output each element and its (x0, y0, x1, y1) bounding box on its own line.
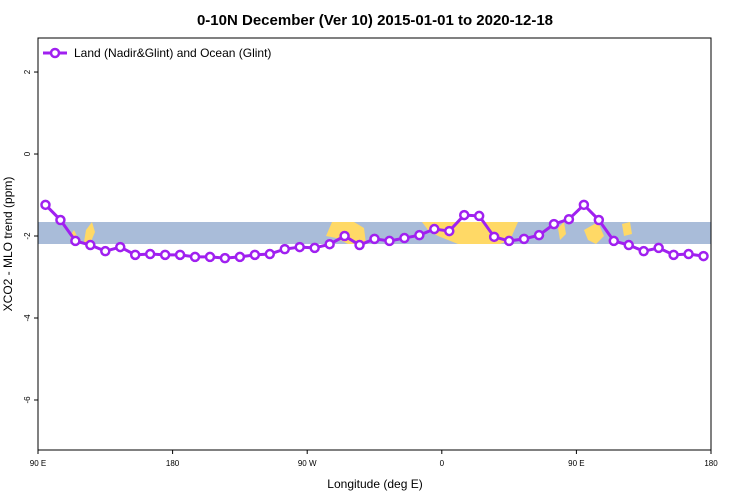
y-tick-label: 2 (23, 69, 32, 74)
y-tick-label: -6 (23, 396, 32, 404)
data-point (384, 235, 395, 247)
data-point (70, 235, 81, 247)
data-point (129, 249, 141, 261)
land (622, 222, 632, 236)
data-point (174, 249, 186, 261)
x-axis-label: Longitude (deg E) (327, 477, 422, 491)
data-point (85, 239, 96, 251)
legend-marker (49, 47, 61, 59)
data-point (698, 250, 709, 262)
x-tick-label: 180 (166, 459, 180, 468)
land (584, 222, 604, 244)
x-tick-label: 180 (704, 459, 718, 468)
data-point (100, 245, 111, 257)
plot-frame (37, 37, 712, 451)
data-point (638, 245, 649, 257)
x-tick-label: 90 W (298, 459, 317, 468)
data-point (444, 225, 455, 237)
data-point (518, 233, 530, 245)
data-point (668, 249, 679, 261)
data-point (55, 214, 66, 226)
data-point (653, 242, 664, 254)
data-point (324, 238, 335, 250)
data-point (458, 209, 470, 221)
data-point (503, 235, 515, 247)
x-tick-label: 90 E (30, 459, 46, 468)
data-point (264, 248, 276, 260)
data-point (159, 249, 171, 261)
data-point (309, 242, 320, 254)
data-point (429, 223, 440, 235)
data-point (339, 230, 350, 242)
data-point (204, 251, 216, 263)
data-point (115, 241, 126, 253)
data-point (623, 239, 634, 251)
data-point (683, 248, 694, 260)
data-point (414, 229, 425, 241)
data-point (144, 248, 156, 260)
data-point (548, 218, 560, 230)
x-tick-label: 0 (440, 459, 445, 468)
y-tick-label: 0 (23, 151, 32, 156)
map-background (38, 222, 711, 244)
y-tick-label: -2 (23, 232, 32, 240)
data-point (219, 252, 231, 264)
data-point (399, 232, 410, 244)
data-point (234, 251, 246, 263)
x-tick-label: 90 E (568, 459, 584, 468)
data-point (608, 235, 620, 247)
chart-title: 0-10N December (Ver 10) 2015-01-01 to 20… (197, 12, 553, 29)
land (558, 222, 566, 240)
data-point (354, 239, 365, 251)
data-point (369, 233, 380, 245)
data-point (578, 199, 590, 211)
data-point (473, 210, 485, 222)
y-tick-label: -4 (23, 314, 32, 322)
data-point (488, 231, 500, 243)
data-point (533, 229, 545, 241)
land (84, 222, 95, 244)
data-point (563, 213, 575, 225)
data-point (294, 241, 305, 253)
legend-label: Land (Nadir&Glint) and Ocean (Glint) (74, 46, 271, 60)
y-axis-label: XCO2 - MLO trend (ppm) (1, 177, 15, 312)
data-point (593, 214, 605, 226)
data-point (279, 243, 291, 255)
data-point (189, 251, 201, 263)
data-point (40, 199, 51, 211)
data-point (249, 249, 261, 261)
